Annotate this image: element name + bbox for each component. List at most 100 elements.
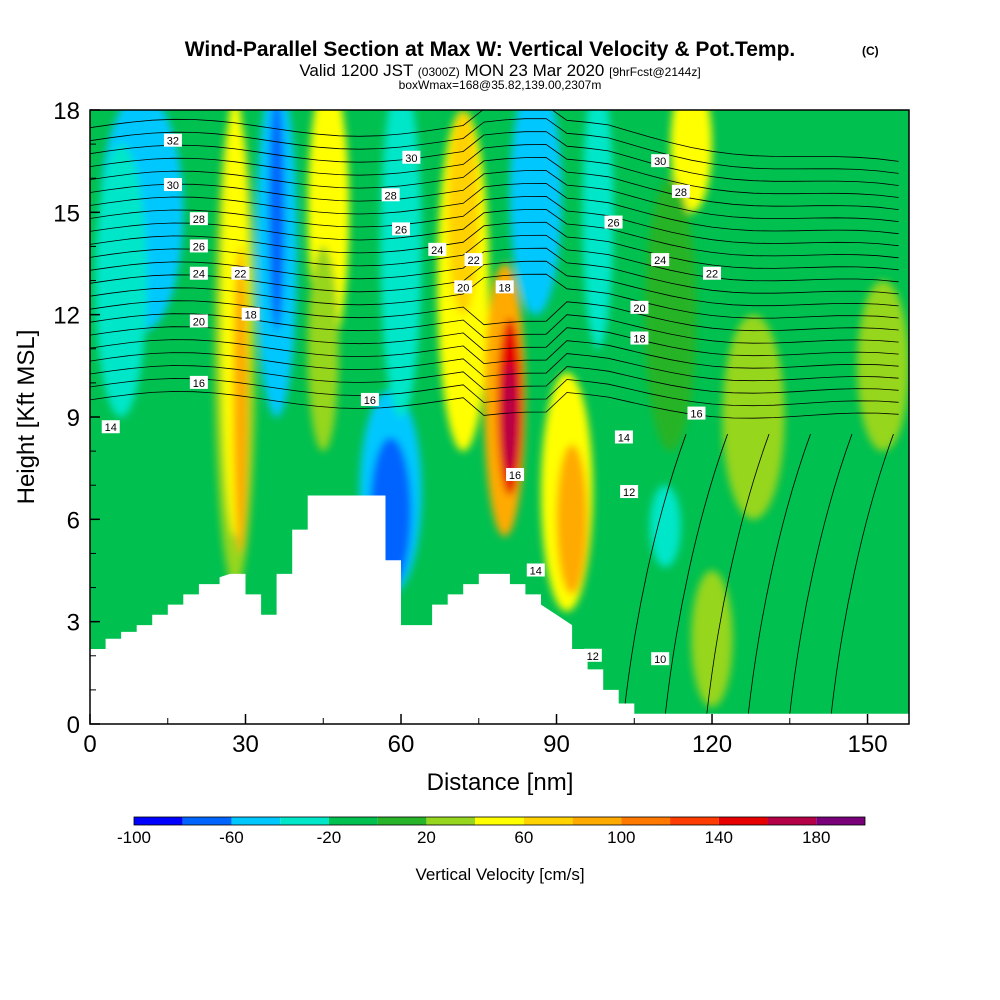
theta-contour-line <box>90 326 899 357</box>
velocity-field <box>95 110 909 707</box>
colorbar-segment <box>426 817 476 825</box>
theta-contour-label: 26 <box>604 215 623 230</box>
theta-contour-line <box>706 433 770 714</box>
theta-contour-line <box>623 433 687 714</box>
colorbar-tick-label: -60 <box>219 828 244 847</box>
x-axis-ticks: 0 30 60 90 120 150 <box>83 714 888 758</box>
blob-yellowgreen-col3 <box>307 246 339 452</box>
svg-text:20: 20 <box>633 303 645 315</box>
svg-text:20: 20 <box>193 316 205 328</box>
theta-contour-line <box>90 110 899 162</box>
blob-teal-left <box>95 144 148 418</box>
theta-contour-label: 26 <box>392 222 411 236</box>
svg-text:16: 16 <box>364 395 376 407</box>
theta-contour-label: 26 <box>189 239 208 253</box>
svg-text:26: 26 <box>395 224 407 236</box>
blob-maroon-core <box>503 362 517 472</box>
colorbar-segment <box>572 817 622 825</box>
theta-contour-line <box>90 118 899 174</box>
theta-contour-label: 32 <box>163 133 182 148</box>
svg-text:12: 12 <box>587 651 599 663</box>
subtitle-forecast: [9hrFcst@2144z] <box>609 65 701 79</box>
x-tick-label: 0 <box>83 731 96 758</box>
theta-contour-label: 30 <box>651 154 670 168</box>
theta-contour-label: 22 <box>703 266 722 281</box>
svg-text:28: 28 <box>193 214 205 226</box>
svg-text:22: 22 <box>234 269 246 281</box>
colorbar-tick-labels: -100 -60 -20 20 60 100 140 180 <box>117 828 830 847</box>
theta-contour-line <box>830 433 894 714</box>
theta-contour-line <box>90 131 899 186</box>
theta-contour-label: 10 <box>651 652 670 666</box>
theta-contour-label: 28 <box>189 212 208 226</box>
theta-contour-label: 22 <box>231 266 250 281</box>
theta-contour-line <box>90 339 899 369</box>
colorbar-tick-label: -100 <box>117 828 151 847</box>
blob-orange-right <box>556 444 588 595</box>
theta-contour-line <box>90 260 899 307</box>
theta-contour-label: 16 <box>360 392 379 407</box>
svg-text:26: 26 <box>607 218 619 230</box>
colorbar-tick-label: 180 <box>802 828 830 847</box>
blob-yellowgreen-right <box>722 314 785 520</box>
blob-teal-lower <box>649 485 681 568</box>
theta-contour-label: 24 <box>428 242 447 257</box>
svg-text:18: 18 <box>633 334 645 346</box>
theta-contour-line <box>90 378 899 407</box>
colorbar-segment <box>767 817 817 825</box>
chart-title: Wind-Parallel Section at Max W: Vertical… <box>185 38 796 61</box>
theta-contour-label: 16 <box>687 406 706 421</box>
y-tick-label: 9 <box>67 405 80 432</box>
blob-orange-col1 <box>233 246 248 554</box>
blob-blue-col2 <box>268 110 285 332</box>
svg-text:10: 10 <box>654 654 666 666</box>
chart-title-mark: (C) <box>862 44 879 58</box>
theta-contour-label: 18 <box>241 307 260 322</box>
terrain-mask <box>90 495 909 724</box>
colorbar-segment <box>231 817 281 825</box>
svg-text:28: 28 <box>675 187 687 199</box>
colorbar <box>133 816 866 826</box>
x-tick-label: 120 <box>692 731 732 758</box>
theta-contour-label: 20 <box>189 314 208 328</box>
y-tick-label: 0 <box>67 712 80 739</box>
theta-contour-label: 16 <box>506 467 525 482</box>
theta-contour-label: 18 <box>630 331 649 346</box>
y-tick-label: 3 <box>67 610 80 637</box>
colorbar-frame <box>133 816 866 826</box>
theta-contour-label: 12 <box>620 485 639 499</box>
theta-contour-line <box>90 391 899 419</box>
theta-contour-line <box>747 433 811 714</box>
colorbar-segment <box>328 817 378 825</box>
svg-text:20: 20 <box>457 282 469 294</box>
box-note: boxWmax=168@35.82,139.00,2307m <box>399 78 602 92</box>
colorbar-segment <box>475 817 524 825</box>
colorbar-segment <box>182 817 232 825</box>
svg-text:26: 26 <box>193 241 205 253</box>
svg-text:28: 28 <box>385 190 397 202</box>
theta-contour-line <box>90 313 899 344</box>
theta-contour-line <box>90 157 899 210</box>
colorbar-segment <box>621 817 671 825</box>
x-tick-label: 60 <box>388 731 415 758</box>
colorbar-tick-label: -20 <box>317 828 342 847</box>
theta-contour-line <box>90 273 899 319</box>
theta-contour-line <box>90 170 899 222</box>
colorbar-segment <box>280 817 329 825</box>
x-tick-label: 90 <box>543 731 570 758</box>
svg-text:30: 30 <box>167 180 179 192</box>
x-tick-label: 30 <box>232 731 259 758</box>
svg-text:18: 18 <box>499 282 511 294</box>
colorbar-segment <box>377 817 427 825</box>
theta-contour-labels: 10 12 12 14 14 14 16 16 16 16 18 18 18 20 20 20 22 22 22 24… <box>101 133 722 666</box>
plot-area: 10 12 12 14 14 14 16 16 16 16 18 18 18 20 20 20 22 22 22 24… <box>90 110 909 724</box>
subtitle-main: MON 23 Mar 2020 <box>465 61 605 80</box>
y-tick-label: 18 <box>53 98 80 125</box>
svg-text:22: 22 <box>467 255 479 267</box>
colorbar-tick-label: 60 <box>514 828 533 847</box>
theta-contour-label: 14 <box>101 420 120 434</box>
svg-text:18: 18 <box>245 310 257 322</box>
theta-contour-label: 14 <box>526 563 545 578</box>
svg-text:24: 24 <box>654 255 666 267</box>
